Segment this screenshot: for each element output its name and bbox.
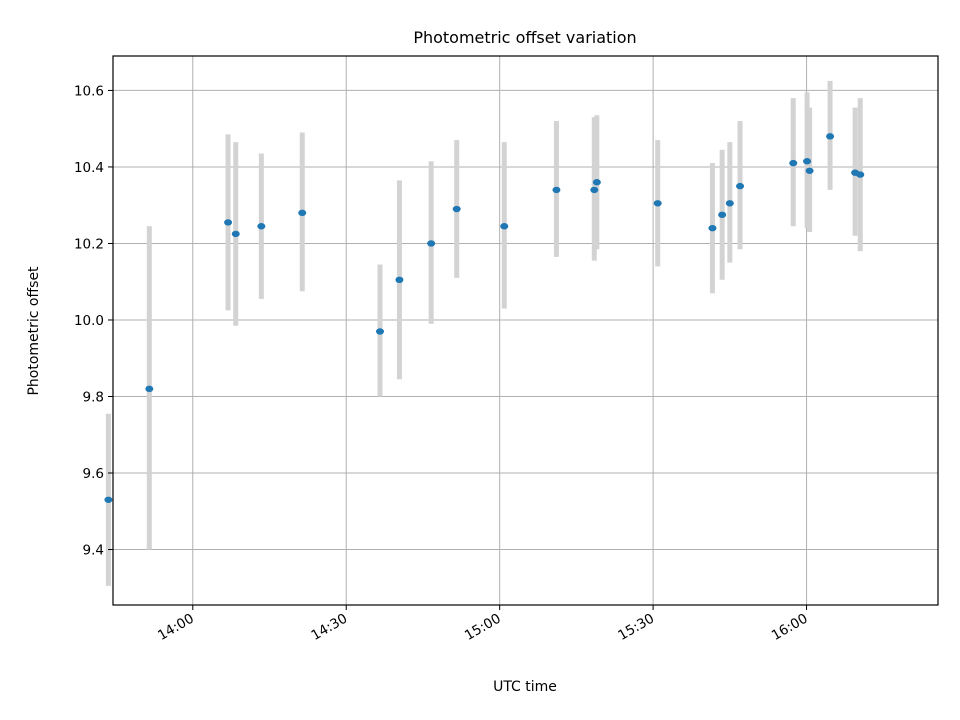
data-point (224, 219, 233, 226)
data-point (452, 205, 461, 213)
y-tick-label: 10.0 (74, 313, 104, 329)
data-point (590, 186, 599, 194)
data-point (552, 186, 561, 194)
y-tick-label: 10.6 (74, 83, 104, 99)
data-point (500, 223, 509, 230)
y-tick-label: 9.6 (83, 466, 104, 482)
data-point (375, 328, 384, 335)
data-points (104, 133, 865, 503)
data-point (718, 211, 727, 218)
data-point (708, 224, 717, 232)
data-point (298, 209, 307, 217)
y-axis-ticks: 9.4 9.6 9.8 10.0 10.2 10.4 10.6 (74, 83, 113, 559)
data-point (725, 200, 734, 207)
data-point (231, 230, 240, 238)
data-point (592, 179, 601, 186)
y-tick-label: 9.4 (83, 543, 104, 559)
data-point (805, 167, 814, 174)
data-point (653, 200, 662, 207)
chart-title: Photometric offset variation (413, 28, 636, 47)
y-tick-label: 10.2 (74, 236, 104, 252)
data-point (736, 182, 745, 190)
x-axis-label: UTC time (493, 679, 557, 695)
data-point (856, 171, 865, 178)
data-point (395, 276, 404, 284)
y-tick-label: 9.8 (83, 389, 104, 405)
y-axis-label: Photometric offset (26, 266, 42, 396)
data-point (257, 223, 266, 230)
data-point (427, 240, 436, 247)
y-tick-label: 10.4 (74, 160, 104, 176)
plot-frame (112, 55, 939, 606)
data-point (104, 496, 113, 503)
data-point (145, 385, 154, 393)
data-point (803, 158, 812, 165)
grid-lines (113, 56, 938, 605)
data-point (826, 133, 835, 140)
data-point (789, 159, 798, 167)
